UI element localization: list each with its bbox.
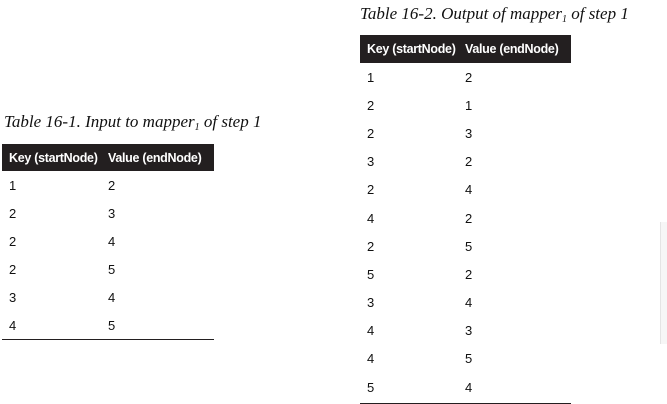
table-header: Key (startNode) Value (endNode) bbox=[360, 35, 571, 63]
cell-key: 2 bbox=[9, 261, 17, 277]
header-key: Key (startNode) bbox=[9, 150, 98, 165]
cell-key: 4 bbox=[367, 323, 375, 339]
cell-value: 4 bbox=[108, 233, 116, 249]
cell-key: 1 bbox=[367, 69, 375, 85]
cell-key: 4 bbox=[367, 351, 375, 367]
cell-value: 5 bbox=[108, 317, 116, 333]
cell-value: 2 bbox=[465, 154, 473, 170]
caption-subscript: 1 bbox=[561, 14, 567, 25]
cell-value: 5 bbox=[108, 261, 116, 277]
cell-key: 2 bbox=[367, 182, 375, 198]
cell-value: 2 bbox=[465, 210, 473, 226]
cell-value: 4 bbox=[465, 379, 473, 395]
cell-key: 3 bbox=[9, 289, 17, 305]
cell-value: 2 bbox=[465, 69, 473, 85]
cell-key: 2 bbox=[367, 238, 375, 254]
cell-value: 1 bbox=[465, 97, 473, 113]
cell-value: 2 bbox=[465, 266, 473, 282]
cell-key: 3 bbox=[367, 295, 375, 311]
scrollbar-track[interactable] bbox=[660, 222, 667, 344]
header-value: Value (endNode) bbox=[108, 150, 202, 165]
caption-text-suffix: of step 1 bbox=[566, 4, 629, 23]
cell-value: 4 bbox=[108, 289, 116, 305]
cell-key: 2 bbox=[9, 233, 17, 249]
caption-subscript: 1 bbox=[194, 122, 200, 133]
header-key: Key (startNode) bbox=[367, 42, 456, 56]
caption-text-suffix: of step 1 bbox=[199, 112, 262, 131]
table-16-2-caption: Table 16-2. Output of mapper1 of step 1 bbox=[360, 4, 629, 25]
caption-text: Table 16-2. Output of mapper bbox=[360, 4, 562, 23]
cell-value: 4 bbox=[465, 182, 473, 198]
cell-value: 5 bbox=[465, 351, 473, 367]
cell-value: 3 bbox=[465, 125, 473, 141]
cell-key: 5 bbox=[367, 266, 375, 282]
caption-text: Table 16-1. Input to mapper bbox=[4, 112, 195, 131]
table-bottom-rule bbox=[2, 339, 214, 340]
cell-value: 3 bbox=[108, 205, 116, 221]
cell-key: 4 bbox=[367, 210, 375, 226]
cell-value: 3 bbox=[465, 323, 473, 339]
cell-value: 4 bbox=[465, 295, 473, 311]
table-16-1-caption: Table 16-1. Input to mapper1 of step 1 bbox=[4, 112, 262, 133]
table-header: Key (startNode) Value (endNode) bbox=[2, 144, 214, 171]
cell-value: 5 bbox=[465, 238, 473, 254]
cell-key: 2 bbox=[367, 97, 375, 113]
cell-key: 2 bbox=[9, 205, 17, 221]
cell-key: 5 bbox=[367, 379, 375, 395]
cell-key: 2 bbox=[367, 125, 375, 141]
cell-value: 2 bbox=[108, 177, 116, 193]
cell-key: 3 bbox=[367, 154, 375, 170]
cell-key: 1 bbox=[9, 177, 17, 193]
cell-key: 4 bbox=[9, 317, 17, 333]
header-value: Value (endNode) bbox=[465, 42, 559, 56]
